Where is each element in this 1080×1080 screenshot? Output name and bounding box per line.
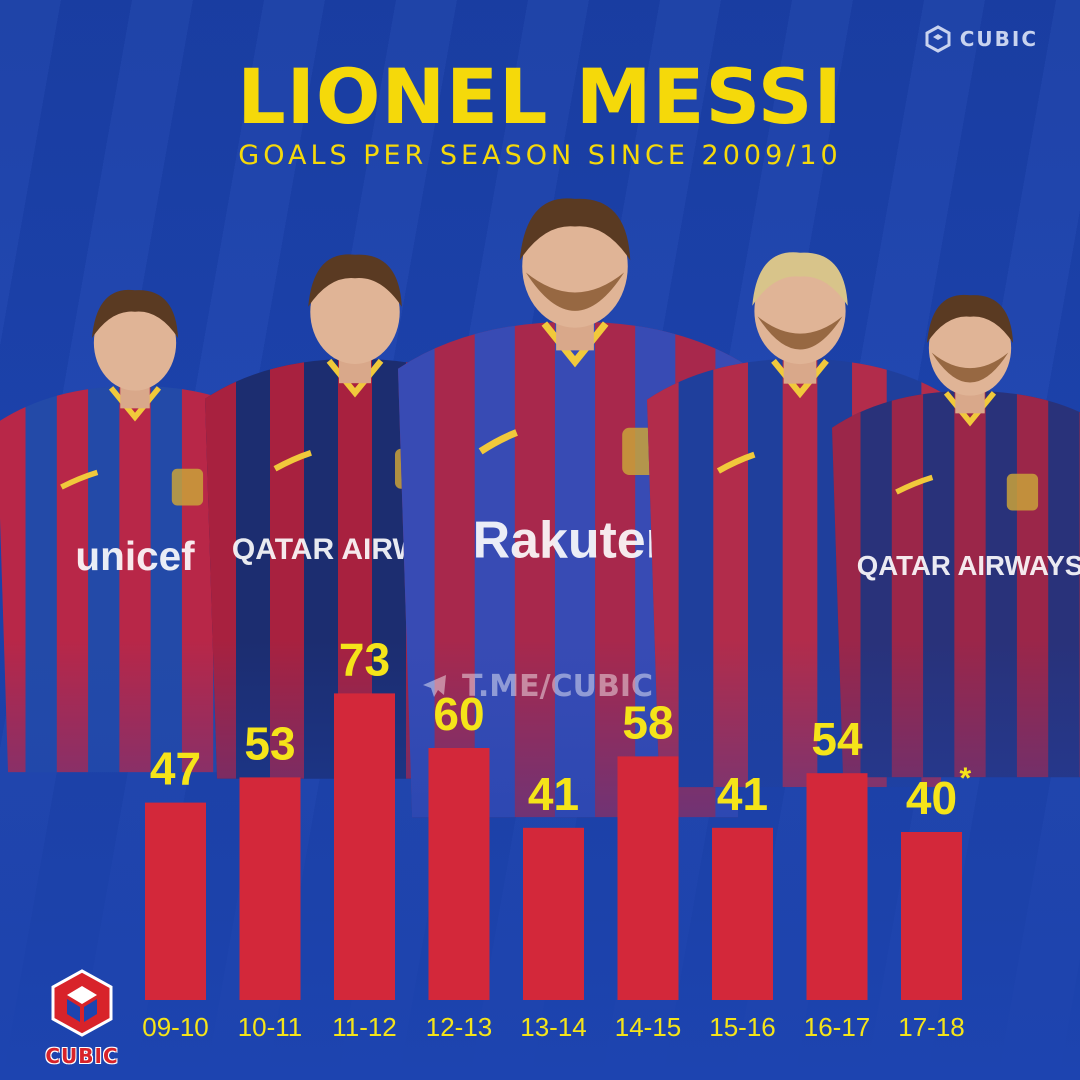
watermark: T.ME/CUBIC xyxy=(420,668,653,704)
bar-16-17 xyxy=(806,773,868,1000)
player-beard xyxy=(525,272,625,311)
player-hair xyxy=(519,198,631,261)
bar-value-label: 41 xyxy=(717,768,768,820)
bar-value-label: 58 xyxy=(622,696,673,748)
player-head xyxy=(93,295,177,391)
watermark-text: T.ME/CUBIC xyxy=(462,668,654,704)
x-tick-label: 10-11 xyxy=(238,1012,303,1042)
telegram-icon xyxy=(423,675,446,697)
cube-logo-icon xyxy=(51,969,113,1037)
swoosh-icon xyxy=(60,469,99,490)
bar-11-12 xyxy=(334,693,395,1000)
bar-12-13 xyxy=(428,748,490,1000)
player-hair xyxy=(926,294,1014,344)
player-head xyxy=(310,260,400,364)
page-subtitle: GOALS PER SEASON SINCE 2009/10 xyxy=(238,140,842,171)
crest-icon xyxy=(171,468,204,506)
bar-annotation: * xyxy=(960,762,972,795)
bar-value-label: 47 xyxy=(150,743,201,795)
brand-name: CUBIC xyxy=(959,27,1038,51)
x-tick-label: 15-16 xyxy=(709,1012,776,1042)
cube-logo-icon xyxy=(925,25,951,53)
bar-15-16 xyxy=(712,827,773,1000)
x-tick-label: 12-13 xyxy=(426,1012,493,1042)
x-tick-label: 09-10 xyxy=(142,1012,209,1042)
bar-10-11 xyxy=(239,777,301,1000)
bar-17-18 xyxy=(901,832,962,1000)
bar-13-14 xyxy=(523,827,584,1000)
brand-name-footer: CUBIC xyxy=(45,1044,119,1068)
x-tick-label: 14-15 xyxy=(615,1012,682,1042)
jersey-sponsor: Rakuten xyxy=(473,512,678,570)
player-beard xyxy=(757,316,843,350)
jersey-sponsor: QATAR AIRWAYS xyxy=(857,550,1080,581)
x-tick-label: 11-12 xyxy=(332,1012,397,1042)
page-title: LIONEL MESSI xyxy=(237,52,843,141)
bar-value-label: 40 xyxy=(906,772,957,824)
swoosh-icon xyxy=(273,449,312,472)
swoosh-icon xyxy=(895,474,934,495)
bar-value-label: 41 xyxy=(528,768,579,820)
player-hair xyxy=(752,252,848,306)
jersey-sponsor: unicef xyxy=(75,533,195,579)
bar-value-label: 53 xyxy=(244,717,295,769)
bar-value-label: 73 xyxy=(339,633,390,685)
bar-value-label: 60 xyxy=(433,688,484,740)
crest-icon xyxy=(1006,473,1039,511)
swoosh-icon xyxy=(716,451,756,474)
brand-top: CUBIC xyxy=(924,24,1038,54)
bar-14-15 xyxy=(617,756,679,1000)
player-hair xyxy=(308,254,402,307)
player-hair xyxy=(91,289,179,339)
x-tick-label: 17-18 xyxy=(898,1012,965,1042)
bar-value-label: 54 xyxy=(811,713,863,765)
swoosh-icon xyxy=(478,429,518,455)
bar-09-10 xyxy=(145,802,206,1000)
player-beard xyxy=(931,352,1009,383)
x-tick-label: 13-14 xyxy=(520,1012,587,1042)
brand-bottom: CUBIC xyxy=(36,968,128,1068)
x-tick-label: 16-17 xyxy=(804,1012,871,1042)
